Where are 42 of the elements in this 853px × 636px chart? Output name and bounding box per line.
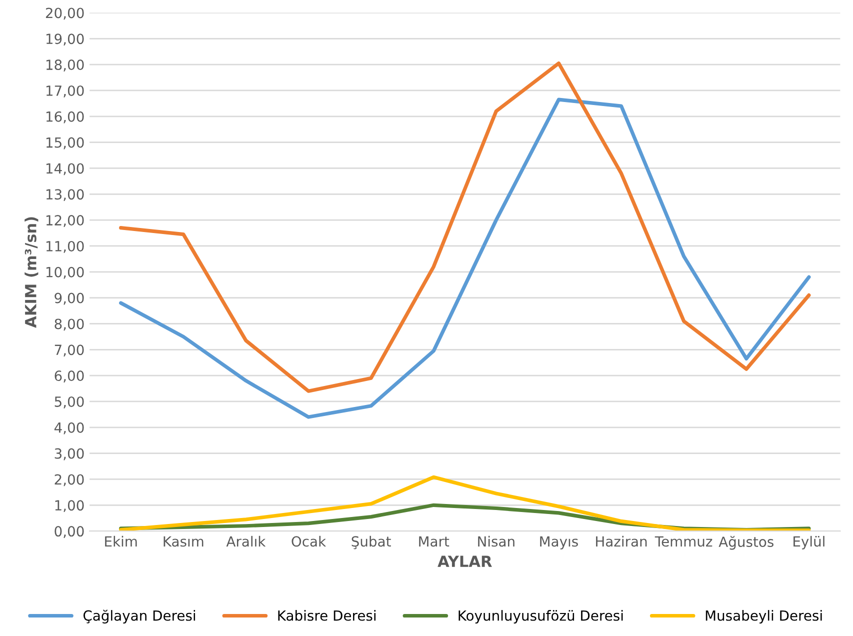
y-tick-label: 19,00 — [46, 34, 84, 46]
x-tick-label: Mayıs — [540, 536, 578, 550]
legend-label: Kabisre Deresi — [278, 610, 376, 621]
y-tick-label: 9,00 — [54, 292, 84, 305]
x-axis-title: AYLAR — [438, 556, 492, 567]
y-tick-label: 2,00 — [54, 474, 84, 486]
legend-label: Musabeyli Deresi — [706, 610, 822, 624]
y-tick-label: 8,00 — [54, 318, 84, 331]
y-tick-label: 10,00 — [46, 266, 84, 279]
y-axis-title: AKIM (m³/sn) — [24, 217, 38, 328]
legend-label: Koyunluyusufözü Deresi — [458, 610, 623, 624]
y-tick-label: 15,00 — [46, 137, 84, 150]
y-tick-label: 11,00 — [46, 240, 84, 253]
line-series — [119, 475, 811, 532]
x-tick-label: Ocak — [292, 536, 326, 547]
y-tick-label: 3,00 — [54, 448, 84, 460]
y-tick-label: 1,00 — [55, 500, 84, 512]
x-tick-label: Ekim — [105, 536, 137, 546]
y-tick-label: 14,00 — [46, 163, 84, 176]
y-tick-label: 12,00 — [46, 215, 84, 227]
line-series — [119, 98, 811, 419]
legend-label: Çağlayan Deresi — [83, 610, 196, 624]
x-tick-label: Şubat — [352, 536, 391, 550]
y-tick-label: 18,00 — [46, 60, 84, 72]
x-tick-label: Nisan — [478, 536, 514, 547]
line-series — [119, 61, 811, 393]
x-tick-label: Mart — [419, 536, 450, 547]
y-tick-label: 16,00 — [46, 111, 84, 124]
y-tick-label: 17,00 — [46, 85, 84, 98]
y-tick-label: 5,00 — [54, 396, 84, 408]
x-tick-label: Aralık — [226, 536, 266, 547]
x-tick-label: Temmuz — [654, 536, 712, 547]
x-tick-label: Haziran — [596, 536, 647, 547]
y-tick-label: 6,00 — [54, 370, 84, 382]
y-tick-label: 20,00 — [46, 8, 84, 20]
x-tick-label: Kasım — [164, 536, 204, 547]
y-tick-label: 4,00 — [54, 422, 84, 434]
x-tick-label: Ağustos — [718, 536, 774, 550]
y-tick-label: 0,00 — [54, 526, 84, 538]
y-tick-label: 13,00 — [46, 189, 84, 202]
x-tick-label: Eylül — [794, 536, 824, 550]
y-tick-label: 7,00 — [54, 344, 84, 357]
